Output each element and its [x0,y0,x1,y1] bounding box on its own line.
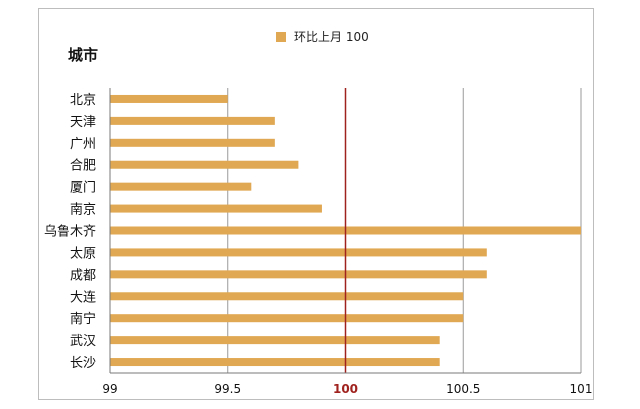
bar-4 [110,182,252,191]
x-tick-label-100.5: 100.5 [446,382,480,396]
category-label-3: 合肥 [70,159,96,174]
category-label-7: 太原 [70,246,96,261]
bar-12 [110,358,440,367]
bar-3 [110,160,299,169]
chart-title: 城市 [68,46,98,64]
chart-frame [38,8,594,400]
legend: 环比上月 100 [276,30,369,44]
bar-7 [110,248,487,257]
category-label-5: 南京 [70,202,96,218]
x-tick-label-101: 101 [570,382,593,396]
bar-1 [110,116,275,125]
bar-0 [110,94,228,103]
category-label-6: 乌鲁木齐 [44,224,96,240]
category-label-10: 南宁 [70,311,96,327]
bar-9 [110,292,464,301]
x-tick-label-99.5: 99.5 [214,382,241,396]
x-tick-label-99: 99 [102,382,117,396]
bar-11 [110,336,440,345]
legend-label: 环比上月 100 [294,30,369,44]
category-label-0: 北京 [70,93,96,108]
x-axis: 99 99.5 100 100.5 101 [102,88,592,396]
category-label-4: 厦门 [70,181,96,196]
category-label-8: 成都 [70,268,96,283]
category-label-1: 天津 [70,115,96,130]
x-tick-label-100: 100 [333,382,358,396]
category-label-12: 长沙 [70,356,96,371]
legend-swatch [276,32,286,42]
category-label-2: 广州 [70,137,96,152]
bar-2 [110,138,275,147]
category-label-11: 武汉 [70,334,96,349]
bar-8 [110,270,487,279]
bar-10 [110,314,464,323]
category-label-9: 大连 [70,289,96,305]
bar-5 [110,204,322,213]
